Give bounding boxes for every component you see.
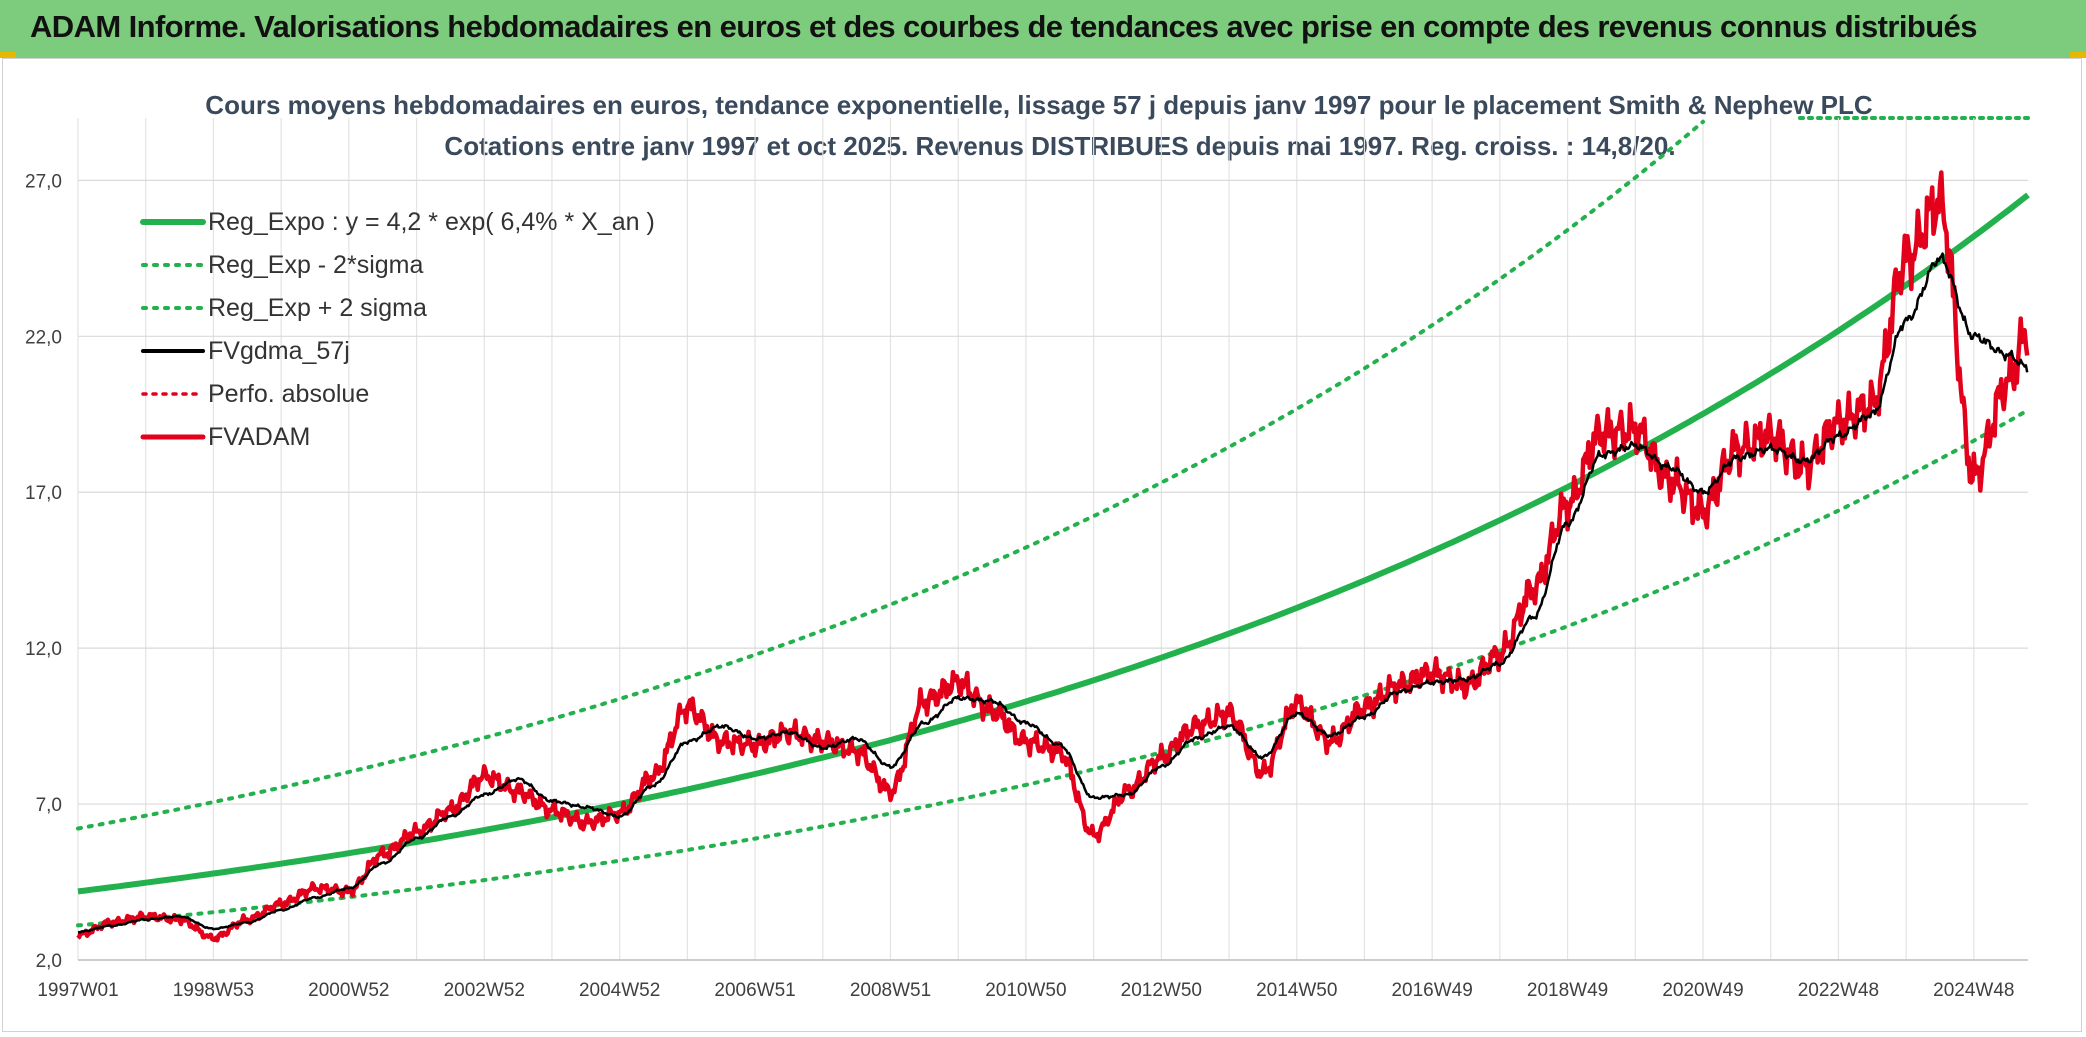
x-tick-label: 2008W51 xyxy=(850,980,931,1001)
x-tick-label: 2004W52 xyxy=(579,980,660,1001)
series-fvadam xyxy=(76,170,2030,943)
x-tick-label: 2006W51 xyxy=(714,980,795,1001)
x-tick-label: 2016W49 xyxy=(1391,980,1472,1001)
y-tick-label: 22,0 xyxy=(25,327,62,348)
y-tick-label: 7,0 xyxy=(36,795,62,816)
corner-marker xyxy=(2070,52,2086,58)
x-tick-label: 2002W52 xyxy=(444,980,525,1001)
grid-lines xyxy=(77,118,2028,961)
y-tick-label: 2,0 xyxy=(36,951,62,972)
corner-marker xyxy=(0,52,16,58)
chart-title: Cours moyens hebdomadaires en euros, ten… xyxy=(205,90,1873,120)
plot-area xyxy=(76,119,2030,943)
x-tick-label: 1998W53 xyxy=(173,980,254,1001)
x-tick-label: 2020W49 xyxy=(1662,980,1743,1001)
axes: 2,0 7,0 12,0 17,0 22,0 27,0 1997W01 1998W53 2000… xyxy=(25,171,2028,1001)
series-reg-expo xyxy=(77,192,2030,895)
legend-label: Reg_Exp - 2*sigma xyxy=(208,251,423,279)
y-tick-label: 27,0 xyxy=(25,171,62,192)
legend-label: Reg_Expo : y = 4,2 * exp( 6,4% * X_an ) xyxy=(208,208,655,236)
report-banner-title: ADAM Informe. Valorisations hebdomadaire… xyxy=(30,9,1977,44)
legend: Reg_Expo : y = 4,2 * exp( 6,4% * X_an ) R… xyxy=(140,208,655,451)
y-tick-label: 17,0 xyxy=(25,483,62,504)
x-tick-label: 2024W48 xyxy=(1933,980,2014,1001)
chart-frame xyxy=(2,58,2082,1032)
legend-label: Perfo. absolue xyxy=(208,380,369,408)
x-tick-label: 1997W01 xyxy=(37,980,118,1001)
x-tick-label: 2012W50 xyxy=(1121,980,1202,1001)
report-banner: ADAM Informe. Valorisations hebdomadaire… xyxy=(0,0,2086,58)
x-tick-label: 2000W52 xyxy=(308,980,389,1001)
legend-label: FVgdma_57j xyxy=(208,337,350,365)
series-fvgdma-57j xyxy=(77,252,2029,934)
series-reg-exp-plus-2sigma xyxy=(76,119,1705,831)
chart-subtitle: Cotations entre janv 1997 et oct 2025. R… xyxy=(444,131,1675,161)
legend-label: FVADAM xyxy=(208,423,310,451)
legend-label: Reg_Exp + 2 sigma xyxy=(208,294,427,322)
y-tick-label: 12,0 xyxy=(25,639,62,660)
x-tick-label: 2014W50 xyxy=(1256,980,1337,1001)
x-tick-label: 2022W48 xyxy=(1798,980,1879,1001)
x-tick-label: 2010W50 xyxy=(985,980,1066,1001)
x-tick-label: 2018W49 xyxy=(1527,980,1608,1001)
